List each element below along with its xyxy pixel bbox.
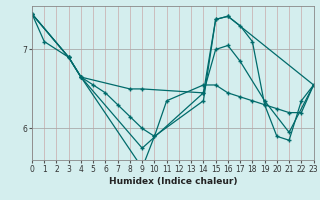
X-axis label: Humidex (Indice chaleur): Humidex (Indice chaleur) — [108, 177, 237, 186]
